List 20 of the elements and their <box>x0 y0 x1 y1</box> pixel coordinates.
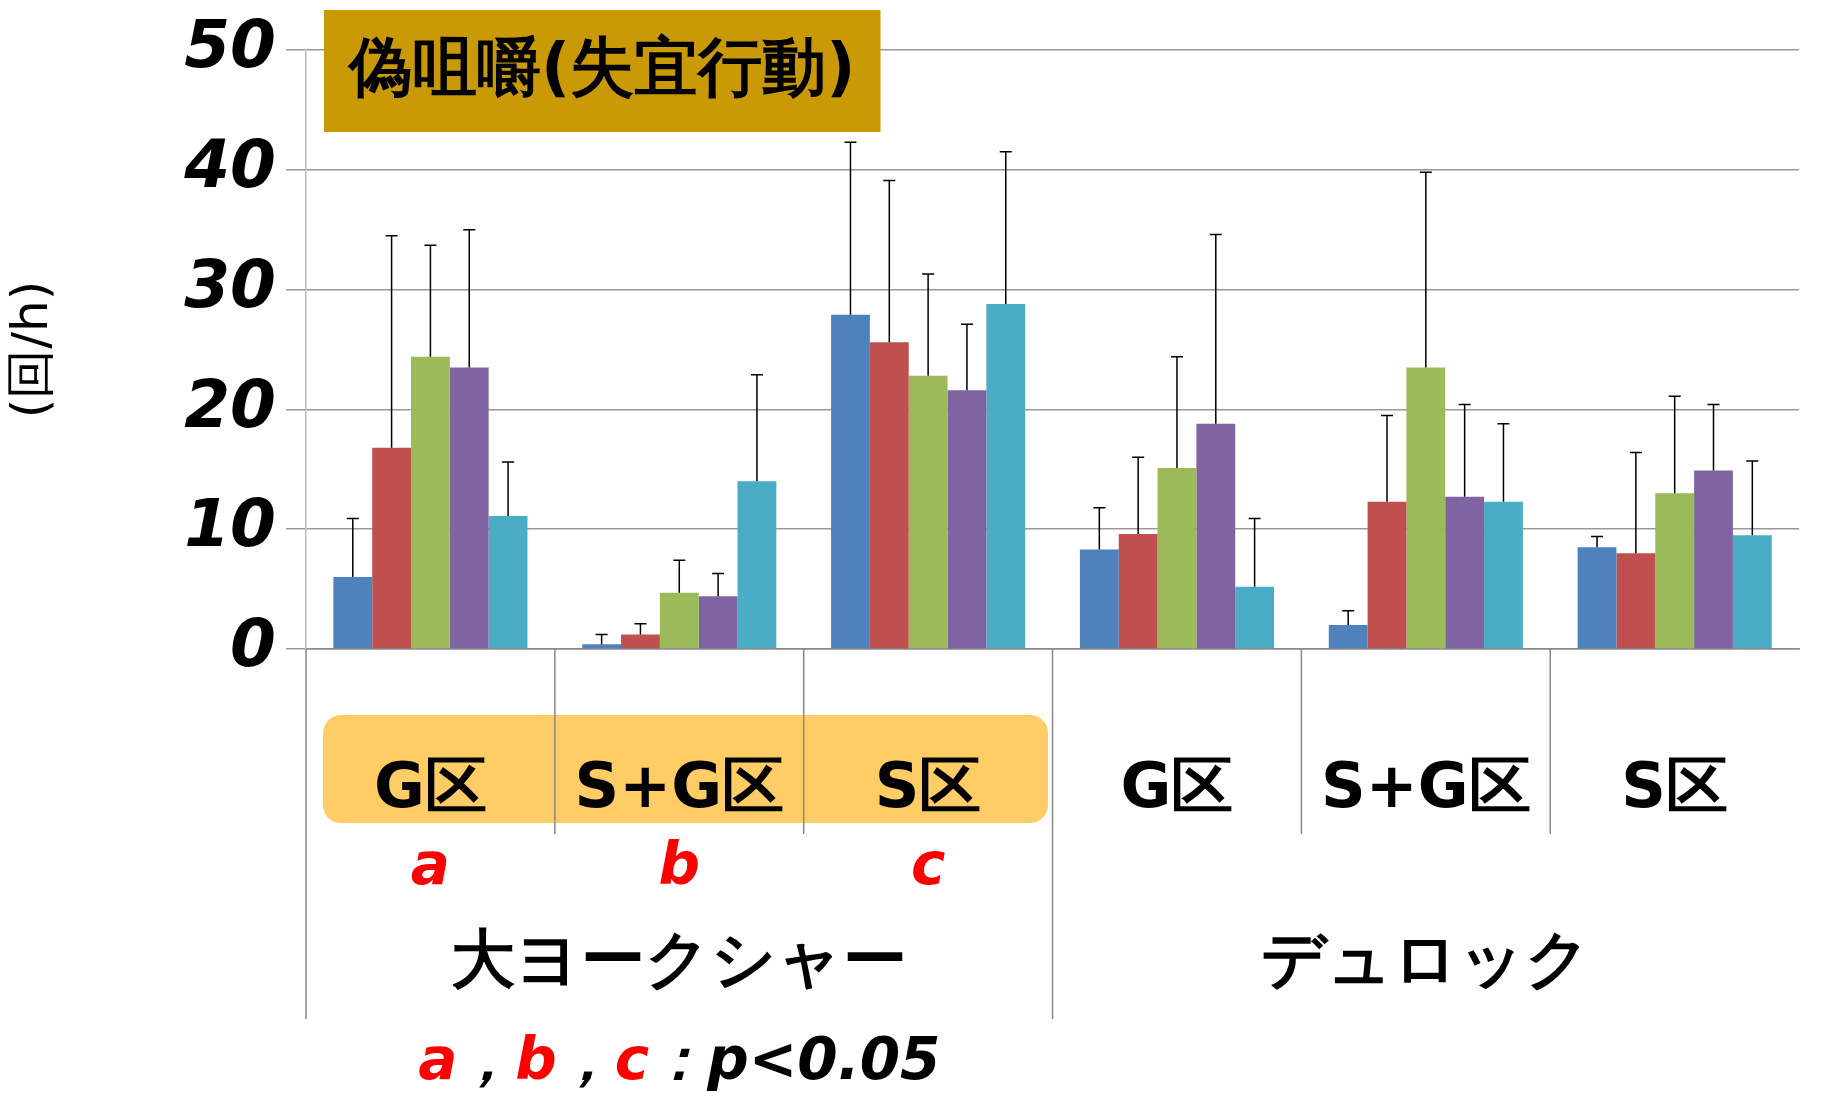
text: 大ヨークシャー <box>451 921 908 996</box>
text: a，b，c：p<0.05 <box>418 1025 941 1094</box>
y-tick-label: 10 <box>184 485 276 563</box>
x-tick-label: G区 <box>373 749 487 823</box>
chart-title: 偽咀嚼(失宜行動) <box>347 29 856 104</box>
y-tick-label: 40 <box>183 125 276 203</box>
y-tick-label: 0 <box>230 605 276 683</box>
text: b <box>658 830 701 899</box>
y-tick-label: 30 <box>184 245 276 323</box>
text: c <box>910 830 946 899</box>
y-tick-label: 20 <box>184 365 276 443</box>
x-tick-label: S区 <box>874 749 982 823</box>
x-tick-label: S区 <box>1621 749 1728 823</box>
y-axis-title: (回/h) <box>0 280 59 419</box>
x-tick-label: S+G区 <box>574 749 785 823</box>
text: デュロック <box>1260 921 1591 996</box>
x-tick-label: G区 <box>1120 749 1234 823</box>
x-tick-label: S+G区 <box>1321 749 1531 823</box>
text: a <box>410 830 450 899</box>
y-tick-label: 50 <box>184 6 276 84</box>
